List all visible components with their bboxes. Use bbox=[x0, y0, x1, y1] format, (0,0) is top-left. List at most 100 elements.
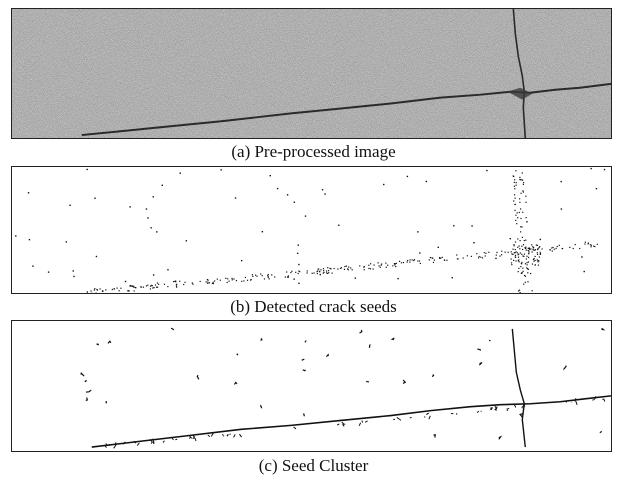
seed-point bbox=[527, 261, 529, 263]
seed-point bbox=[521, 236, 523, 238]
seed-point bbox=[406, 175, 409, 178]
seed-point bbox=[496, 251, 498, 254]
seed-point bbox=[594, 245, 596, 248]
seed-point bbox=[156, 282, 159, 284]
cluster-branch bbox=[152, 441, 155, 444]
seed-point bbox=[517, 271, 519, 273]
cluster-fragment bbox=[563, 365, 567, 370]
seed-point bbox=[291, 270, 293, 272]
seed-point bbox=[140, 286, 142, 288]
seed-point bbox=[537, 248, 539, 251]
seed-point bbox=[179, 280, 181, 282]
seed-point bbox=[118, 290, 120, 292]
cluster-branch bbox=[150, 441, 153, 444]
seed-point bbox=[522, 190, 524, 192]
seed-point bbox=[167, 286, 169, 288]
seed-point bbox=[512, 248, 514, 250]
seed-point bbox=[95, 255, 98, 258]
seed-point bbox=[133, 286, 135, 288]
cluster-branch bbox=[336, 423, 340, 426]
seed-point bbox=[534, 249, 537, 251]
seed-point bbox=[520, 192, 522, 194]
caption-detected-crack-seeds: (b) Detected crack seeds bbox=[230, 297, 397, 316]
seed-point bbox=[522, 244, 525, 246]
seed-point bbox=[327, 267, 329, 269]
seed-point bbox=[523, 274, 526, 277]
seed-point bbox=[519, 176, 521, 179]
seed-point bbox=[536, 244, 539, 246]
seed-point bbox=[350, 267, 352, 269]
seed-point bbox=[539, 253, 541, 256]
seed-point bbox=[581, 256, 583, 258]
seed-point bbox=[518, 289, 521, 291]
seed-point bbox=[525, 201, 527, 203]
seed-point bbox=[394, 264, 396, 266]
seed-point bbox=[514, 197, 516, 199]
seed-point bbox=[402, 261, 405, 264]
seed-point bbox=[327, 272, 329, 275]
seed-point bbox=[481, 257, 484, 259]
seed-point bbox=[536, 259, 538, 261]
seed-point bbox=[529, 248, 531, 251]
seed-point bbox=[539, 253, 542, 255]
seed-point bbox=[411, 259, 413, 261]
seed-point bbox=[433, 259, 435, 261]
seed-point bbox=[523, 283, 525, 285]
seed-point bbox=[539, 251, 541, 253]
seed-point bbox=[174, 280, 177, 282]
seed-point bbox=[418, 260, 421, 262]
seed-point bbox=[520, 208, 522, 210]
cluster-branch bbox=[364, 420, 368, 423]
seed-point bbox=[387, 264, 389, 266]
seed-point bbox=[551, 247, 553, 249]
seed-point bbox=[527, 247, 529, 249]
seed-point bbox=[437, 246, 439, 249]
seed-point bbox=[393, 263, 396, 265]
seed-point bbox=[536, 253, 539, 256]
cluster-branch bbox=[574, 398, 577, 402]
seed-point bbox=[69, 204, 71, 206]
seed-point bbox=[380, 264, 382, 266]
seed-point bbox=[535, 244, 537, 246]
seed-point bbox=[297, 272, 299, 275]
seed-point bbox=[298, 263, 300, 266]
seed-point bbox=[211, 282, 214, 284]
seed-point bbox=[526, 255, 528, 257]
seed-point bbox=[514, 241, 517, 243]
seed-point bbox=[129, 285, 131, 287]
seed-point bbox=[531, 290, 533, 292]
seed-point bbox=[584, 241, 586, 243]
cluster-branch bbox=[507, 407, 510, 410]
seed-point bbox=[298, 270, 300, 272]
seed-point bbox=[86, 291, 88, 293]
seed-point bbox=[399, 260, 401, 262]
seed-point bbox=[510, 251, 512, 253]
seed-point bbox=[93, 289, 96, 291]
seed-point bbox=[537, 261, 539, 263]
seed-point bbox=[590, 167, 592, 170]
cluster-fragment bbox=[431, 374, 435, 378]
seed-point bbox=[525, 258, 527, 260]
seed-point bbox=[520, 231, 522, 233]
seed-point bbox=[167, 269, 169, 271]
cluster-branch bbox=[358, 422, 362, 427]
seed-point bbox=[228, 280, 230, 282]
seed-point bbox=[521, 248, 524, 251]
seed-point bbox=[514, 254, 517, 256]
crack-junction bbox=[507, 87, 533, 100]
crack-horizontal bbox=[81, 82, 611, 137]
cluster-branch bbox=[603, 398, 606, 402]
seed-point bbox=[534, 255, 536, 258]
seed-point bbox=[72, 270, 74, 272]
seed-point bbox=[530, 248, 532, 250]
seed-point bbox=[478, 257, 480, 259]
seed-point bbox=[254, 274, 257, 276]
cluster-fragment bbox=[96, 343, 100, 346]
seed-point bbox=[347, 268, 349, 270]
seed-point bbox=[394, 263, 396, 265]
seed-point bbox=[15, 235, 17, 237]
seed-point bbox=[140, 286, 143, 288]
seed-point bbox=[521, 245, 523, 247]
seed-point bbox=[261, 275, 263, 277]
cluster-fragment bbox=[402, 379, 407, 384]
